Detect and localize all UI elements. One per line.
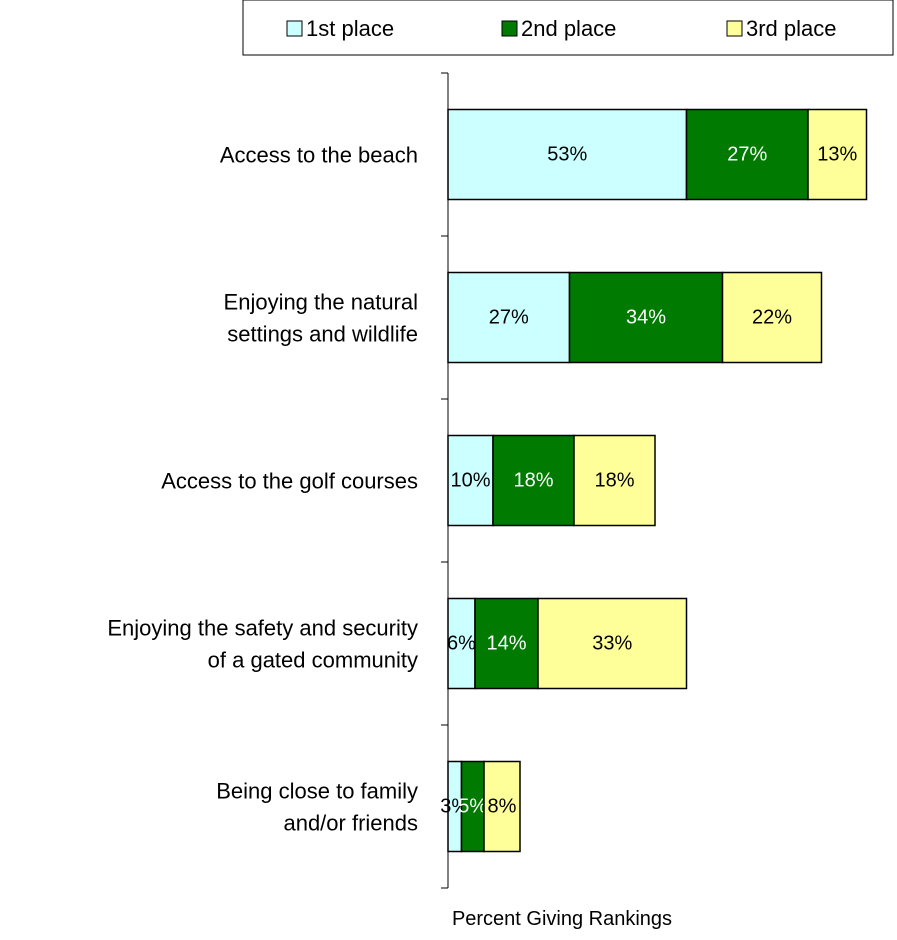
data-label: 5% xyxy=(458,796,487,818)
category-label: Access to the golf courses xyxy=(161,468,418,493)
data-label: 18% xyxy=(594,470,634,492)
bar-3-1 xyxy=(807,108,868,201)
bar-1-2 xyxy=(447,271,571,364)
legend-label: 2nd place xyxy=(521,16,616,41)
category-label: Being close to family and/or friends xyxy=(216,778,418,835)
data-label: 14% xyxy=(486,633,526,655)
bars: 53% 27% 13%27% 34% 22%10% 18% 18%6% 14% 33%3%5% 8… xyxy=(440,108,868,853)
bar-3-2 xyxy=(721,271,823,364)
legend-label: 1st place xyxy=(306,16,394,41)
data-label: 18% xyxy=(513,470,553,492)
bar-3-4 xyxy=(537,597,688,690)
category-label: Enjoying the natural settings and wildlif… xyxy=(224,289,418,346)
legend-swatch xyxy=(501,20,518,37)
data-label: 53% xyxy=(547,144,587,166)
legend: 1st place 2nd place 3rd place xyxy=(242,0,894,56)
data-label: 27% xyxy=(727,144,767,166)
data-label: 13% xyxy=(817,144,857,166)
x-axis-title: Percent Giving Rankings xyxy=(452,908,672,930)
data-label: 22% xyxy=(752,307,792,329)
bar-2-2 xyxy=(568,271,724,364)
data-label: 33% xyxy=(592,633,632,655)
bar-2-1 xyxy=(685,108,809,201)
bar-1-3 xyxy=(447,434,494,527)
data-label: 8% xyxy=(488,796,517,818)
legend-label: 3rd place xyxy=(746,16,837,41)
data-label: 10% xyxy=(450,470,490,492)
legend-frame xyxy=(242,0,894,56)
legend-swatch xyxy=(726,20,743,37)
y-axis xyxy=(441,72,449,889)
bar-3-5 xyxy=(483,760,521,853)
legend-swatch xyxy=(286,20,303,37)
data-label: 6% xyxy=(447,633,476,655)
data-label: 27% xyxy=(489,307,529,329)
category-label: Enjoying the safety and security of a gat… xyxy=(107,615,418,672)
bar-3-3 xyxy=(573,434,656,527)
category-label: Access to the beach xyxy=(220,142,418,167)
data-label: 34% xyxy=(626,307,666,329)
category-labels: Access to the beach Enjoying the natural s… xyxy=(107,142,418,835)
bar-1-1 xyxy=(447,108,688,201)
bar-2-4 xyxy=(474,597,539,690)
